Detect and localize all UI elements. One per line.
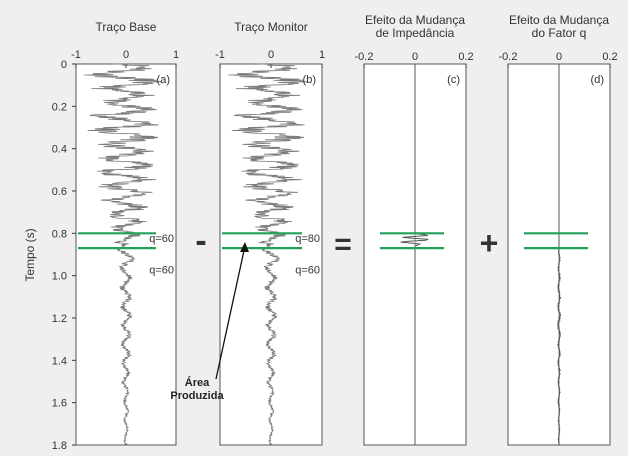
panel-label: (c) — [447, 74, 460, 86]
y-tick-label: 0 — [61, 59, 67, 71]
x-tick-label: 0 — [556, 51, 562, 63]
y-axis-ticks: 0 0.2 0.4 0.6 0.8 1.0 1.2 1.4 1.6 1.8 — [52, 59, 76, 452]
callout-label-line2: Produzida — [170, 390, 224, 402]
trace-line — [84, 63, 162, 446]
equals-operator: = — [334, 228, 352, 261]
panel-label: (a) — [157, 74, 170, 86]
x-tick-label: 1 — [173, 49, 179, 61]
trace-line — [228, 63, 308, 446]
panel-b: Traço Monitor -1 0 1 (b) q=80 q=60 — [215, 20, 325, 446]
panel-label: (b) — [303, 74, 316, 86]
q-annotation-top: q=80 — [295, 233, 320, 245]
y-tick-label: 1.8 — [52, 440, 67, 452]
callout-label-line1: Área — [185, 376, 210, 389]
panel-title: do Fator q — [532, 26, 587, 40]
q-annotation-bottom: q=60 — [149, 264, 174, 276]
y-tick-label: 1.6 — [52, 398, 67, 410]
x-tick-label: -0.2 — [355, 51, 374, 63]
callout-arrow-line — [215, 245, 246, 380]
panel-label: (d) — [591, 74, 604, 86]
callout-arrowhead — [240, 242, 249, 252]
x-tick-label: 0.2 — [458, 51, 473, 63]
x-tick-label: 0.2 — [602, 51, 617, 63]
x-tick-label: -0.2 — [499, 51, 518, 63]
x-tick-label: 0 — [268, 49, 274, 61]
panel-title: de Impedância — [376, 26, 455, 40]
panel-title: Traço Base — [96, 20, 157, 34]
panel-title: Efeito da Mudança — [365, 13, 465, 27]
y-tick-label: 0.8 — [52, 228, 67, 240]
y-axis-label: Tempo (s) — [23, 228, 37, 281]
y-tick-label: 1.4 — [52, 355, 67, 367]
y-tick-label: 1.0 — [52, 271, 67, 283]
panel-title: Efeito da Mudança — [509, 13, 609, 27]
panel-title: Traço Monitor — [234, 20, 308, 34]
x-tick-label: 0 — [123, 49, 129, 61]
x-tick-label: -1 — [215, 49, 225, 61]
y-tick-label: 0.6 — [52, 186, 67, 198]
trace-line — [400, 64, 429, 445]
panel-a: Traço Base -1 0 1 (a) q=60 q=60 — [71, 20, 179, 446]
minus-operator: - — [195, 222, 206, 260]
q-annotation-bottom: q=60 — [295, 264, 320, 276]
plot-frame — [75, 63, 177, 446]
y-tick-label: 0.4 — [52, 144, 67, 156]
x-tick-label: 1 — [319, 49, 325, 61]
x-tick-label: -1 — [71, 49, 81, 61]
plus-operator: + — [480, 225, 499, 261]
y-tick-label: 0.2 — [52, 101, 67, 113]
trace-line — [556, 64, 562, 446]
q-annotation-top: q=60 — [149, 233, 174, 245]
y-tick-label: 1.2 — [52, 313, 67, 325]
x-tick-label: 0 — [412, 51, 418, 63]
produced-area-callout: Área Produzida — [170, 242, 249, 402]
